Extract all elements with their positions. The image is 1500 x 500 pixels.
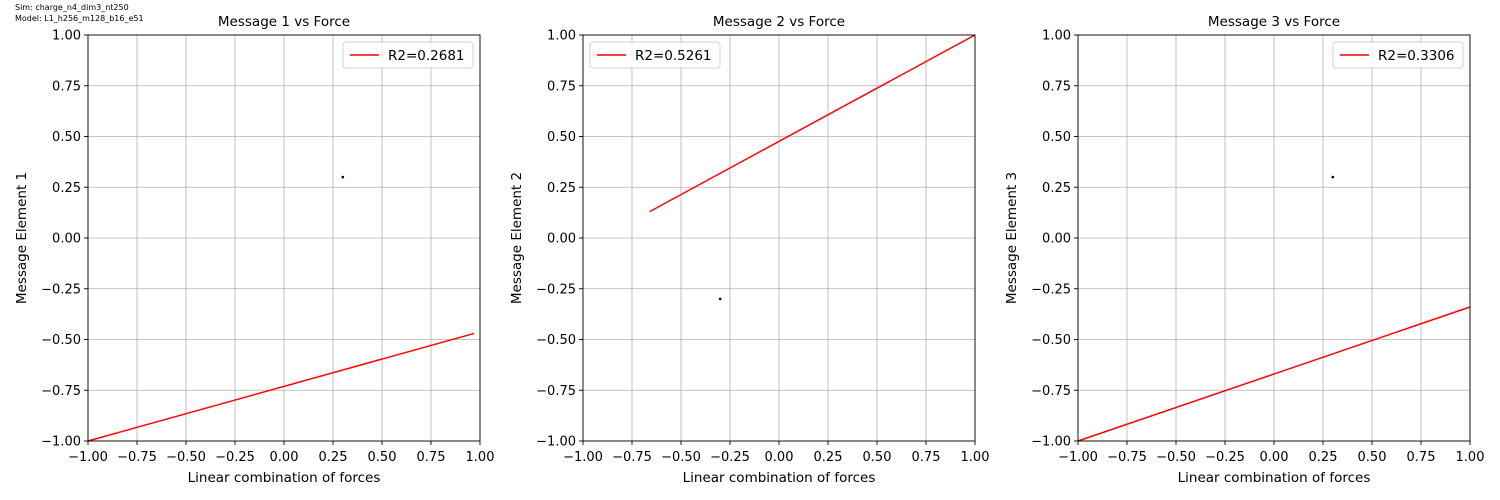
x-tick-label: 0.50 <box>1358 450 1387 465</box>
fit-line <box>1077 306 1471 442</box>
x-tick-label: 0.75 <box>417 450 446 465</box>
y-tick-label: −1.00 <box>1031 435 1071 450</box>
y-tick-label: 1.00 <box>52 29 81 44</box>
legend: R2=0.3306 <box>1332 41 1464 69</box>
y-tick-label: 0.00 <box>52 232 81 247</box>
x-tick-label: 0.00 <box>1260 450 1289 465</box>
x-axis-label: Linear combination of forces <box>683 470 876 486</box>
legend-box <box>1332 41 1464 69</box>
legend: R2=0.5261 <box>589 41 721 69</box>
x-tick-label: −0.50 <box>661 450 701 465</box>
y-tick-label: −0.75 <box>1031 384 1071 399</box>
x-tick-label: 1.00 <box>466 450 495 465</box>
x-axis-label: Linear combination of forces <box>188 470 381 486</box>
y-tick-label: 0.50 <box>1042 130 1071 145</box>
data-point <box>1331 175 1335 179</box>
x-tick-label: −1.00 <box>563 450 603 465</box>
x-tick-label: −0.75 <box>1107 450 1147 465</box>
x-tick-label: 0.00 <box>270 450 299 465</box>
x-tick-label: −0.50 <box>166 450 206 465</box>
y-axis-label: Message Element 3 <box>1004 172 1020 304</box>
y-tick-label: −1.00 <box>536 435 576 450</box>
y-tick-label: 0.50 <box>52 130 81 145</box>
y-tick-label: 0.50 <box>547 130 576 145</box>
y-tick-label: 0.00 <box>1042 232 1071 247</box>
chart-panel-2: −1.00 −0.75 −0.50 −0.25 0.00 0.25 0.50 0.75 1.00… <box>509 14 989 486</box>
x-tick-label: −0.50 <box>1156 450 1196 465</box>
x-tick-label: −0.25 <box>710 450 750 465</box>
x-tick-label: 1.00 <box>961 450 990 465</box>
x-axis-label: Linear combination of forces <box>1178 470 1371 486</box>
chart-panel-1: −1.00 −0.75 −0.50 −0.25 0.00 0.25 0.50 0.75 1.00… <box>14 14 494 486</box>
legend-label: R2=0.2681 <box>388 48 465 64</box>
y-tick-label: −0.25 <box>536 282 576 297</box>
y-tick-label: 0.25 <box>547 181 576 196</box>
chart-title: Message 2 vs Force <box>713 14 845 30</box>
y-tick-label: 0.75 <box>52 79 81 94</box>
y-tick-label: 1.00 <box>547 29 576 44</box>
y-tick-label: −0.50 <box>41 333 81 348</box>
x-tick-label: 0.25 <box>1309 450 1338 465</box>
chart-title: Message 1 vs Force <box>218 14 350 30</box>
y-tick-label: −0.75 <box>41 384 81 399</box>
fit-line <box>649 34 976 213</box>
y-tick-label: 0.75 <box>1042 79 1071 94</box>
fit-line <box>87 332 475 442</box>
y-tick-label: −0.50 <box>536 333 576 348</box>
y-tick-label: −1.00 <box>41 435 81 450</box>
x-tick-label: 0.25 <box>319 450 348 465</box>
y-tick-label: −0.50 <box>1031 333 1071 348</box>
y-axis-label: Message Element 1 <box>14 172 30 304</box>
x-tick-label: −0.25 <box>1205 450 1245 465</box>
legend-label: R2=0.3306 <box>1378 48 1455 64</box>
y-tick-label: −0.25 <box>1031 282 1071 297</box>
data-point <box>718 297 722 301</box>
legend: R2=0.2681 <box>342 41 474 69</box>
y-axis-label: Message Element 2 <box>509 172 525 304</box>
x-tick-label: 0.00 <box>765 450 794 465</box>
x-tick-label: −1.00 <box>68 450 108 465</box>
legend-box <box>342 41 474 69</box>
x-tick-label: 0.50 <box>863 450 892 465</box>
legend-box <box>589 41 721 69</box>
chart-panel-3: −1.00 −0.75 −0.50 −0.25 0.00 0.25 0.50 0.75 1.00… <box>1004 14 1484 486</box>
sim-label: Sim: charge_n4_dim3_nt250 <box>15 3 129 12</box>
x-tick-label: 0.25 <box>814 450 843 465</box>
y-tick-label: 0.00 <box>547 232 576 247</box>
x-tick-label: −0.25 <box>215 450 255 465</box>
y-tick-label: 0.75 <box>547 79 576 94</box>
y-tick-label: 0.25 <box>1042 181 1071 196</box>
data-point <box>341 175 345 179</box>
legend-label: R2=0.5261 <box>635 48 712 64</box>
x-tick-label: −1.00 <box>1058 450 1098 465</box>
x-tick-label: −0.75 <box>117 450 157 465</box>
y-tick-label: −0.75 <box>536 384 576 399</box>
x-tick-label: 0.50 <box>368 450 397 465</box>
x-tick-label: 0.75 <box>1407 450 1436 465</box>
y-tick-label: 0.25 <box>52 181 81 196</box>
x-tick-label: 0.75 <box>912 450 941 465</box>
y-tick-label: −0.25 <box>41 282 81 297</box>
x-tick-label: −0.75 <box>612 450 652 465</box>
y-tick-label: 1.00 <box>1042 29 1071 44</box>
model-label: Model: L1_h256_m128_b16_e51 <box>15 14 144 23</box>
chart-title: Message 3 vs Force <box>1208 14 1340 30</box>
x-tick-label: 1.00 <box>1456 450 1485 465</box>
